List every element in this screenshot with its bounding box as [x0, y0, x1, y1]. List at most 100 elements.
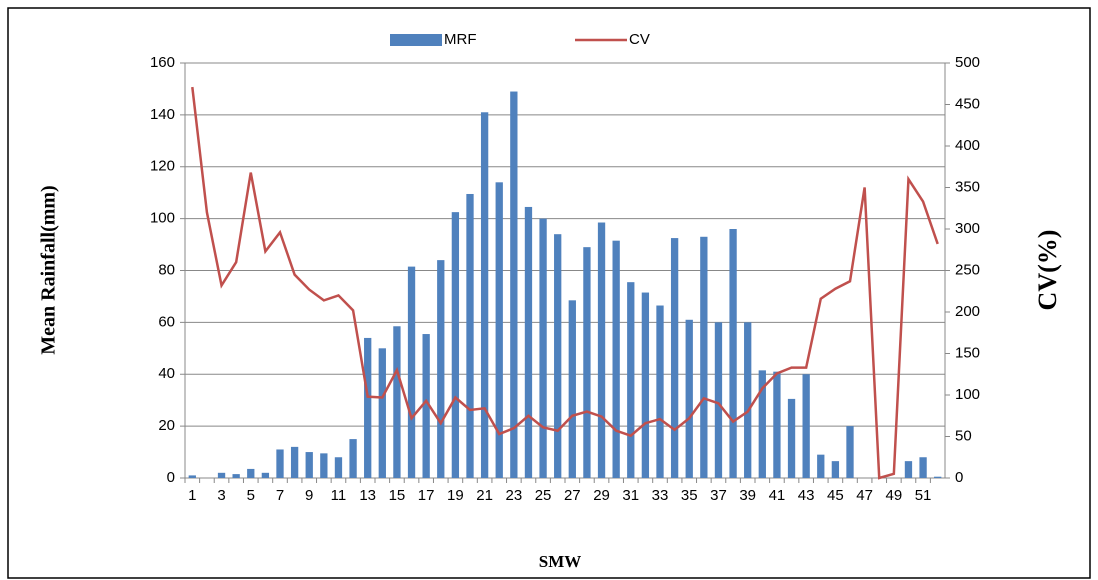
bar: [437, 260, 445, 478]
bar: [568, 300, 576, 478]
bar: [729, 229, 737, 478]
bar: [422, 334, 430, 478]
bar: [334, 457, 343, 478]
bar: [846, 426, 854, 478]
x-tick-label: 11: [331, 487, 347, 504]
x-tick-label: 7: [276, 487, 284, 504]
bar: [670, 238, 679, 478]
bar: [261, 472, 270, 478]
y-axis-label: Mean Rainfall(mm): [38, 185, 60, 354]
y-tick-label: 80: [158, 261, 175, 278]
line: [191, 86, 939, 480]
bar: [627, 282, 635, 478]
x-tick-label: 45: [827, 487, 844, 504]
x-tick-label: 29: [593, 487, 610, 504]
bar: [290, 446, 299, 478]
y-tick-label: 20: [158, 417, 175, 434]
y2-tick-label: 250: [955, 261, 980, 278]
bar: [656, 305, 664, 478]
bar: [714, 322, 723, 478]
x-tick-label: 49: [886, 487, 903, 504]
bar: [510, 91, 518, 478]
bar: [919, 457, 927, 478]
bar: [232, 474, 240, 478]
bar: [480, 112, 489, 478]
x-tick-label: 43: [798, 487, 815, 504]
bar: [583, 247, 591, 478]
bar: [276, 449, 284, 478]
bar: [802, 374, 810, 478]
bar: [364, 337, 372, 478]
x-tick-label: 19: [447, 487, 464, 504]
x-tick-label: 39: [739, 487, 756, 504]
bar: [773, 371, 781, 478]
legend-label: CV: [629, 31, 650, 48]
legend-swatch: [390, 34, 442, 46]
bar: [349, 439, 357, 478]
x-tick-label: 5: [247, 487, 255, 504]
y2-tick-label: 300: [955, 220, 980, 237]
bar: [393, 326, 401, 478]
y2-tick-label: 400: [955, 137, 980, 154]
bar: [320, 453, 328, 478]
bar: [744, 322, 752, 478]
y-tick-label: 0: [167, 469, 175, 486]
bar: [305, 452, 313, 478]
x-tick-label: 31: [622, 487, 639, 504]
x-tick-label: 27: [564, 487, 581, 504]
x-tick-label: 1: [188, 487, 196, 504]
x-tick-label: 23: [506, 487, 523, 504]
bar: [188, 475, 196, 478]
legend-label: MRF: [444, 31, 477, 48]
bar: [407, 266, 416, 478]
y2-tick-label: 100: [955, 386, 980, 403]
bar: [466, 193, 474, 478]
y-tick-label: 40: [158, 365, 175, 382]
bar: [451, 212, 460, 478]
y2-tick-label: 450: [955, 95, 980, 112]
bar: [641, 292, 650, 478]
bar: [904, 461, 913, 478]
bar: [597, 222, 606, 478]
y2-axis-label: CV(%): [1033, 230, 1062, 311]
x-tick-label: 41: [769, 487, 786, 504]
y2-tick-label: 500: [955, 54, 980, 71]
y-tick-label: 120: [150, 158, 175, 175]
y-tick-label: 140: [150, 106, 175, 123]
y2-tick-label: 50: [955, 427, 972, 444]
x-tick-label: 37: [710, 487, 727, 504]
bar: [700, 236, 708, 478]
x-tick-label: 51: [915, 487, 932, 504]
bar: [758, 370, 766, 478]
bar: [524, 206, 533, 478]
y2-tick-label: 200: [955, 303, 980, 320]
x-tick-label: 21: [476, 487, 493, 504]
x-tick-label: 17: [418, 487, 435, 504]
bar: [554, 234, 562, 478]
bar: [787, 398, 796, 478]
x-tick-label: 15: [389, 487, 406, 504]
x-axis-label: SMW: [539, 552, 582, 571]
y2-tick-label: 0: [955, 469, 963, 486]
bar: [217, 472, 226, 478]
bar: [817, 454, 825, 478]
x-tick-label: 33: [652, 487, 669, 504]
x-tick-label: 35: [681, 487, 698, 504]
bar: [612, 240, 620, 478]
chart-border: [7, 7, 1091, 579]
bar: [539, 218, 547, 478]
x-tick-label: 9: [305, 487, 313, 504]
bar: [685, 319, 693, 478]
y-tick-label: 160: [150, 54, 175, 71]
bar: [378, 348, 386, 478]
y2-tick-label: 150: [955, 344, 980, 361]
bar: [495, 182, 503, 478]
x-tick-label: 25: [535, 487, 552, 504]
y-tick-label: 100: [150, 210, 175, 227]
x-tick-label: 3: [217, 487, 225, 504]
bar: [247, 468, 255, 478]
x-tick-label: 13: [359, 487, 376, 504]
bar: [831, 461, 840, 478]
